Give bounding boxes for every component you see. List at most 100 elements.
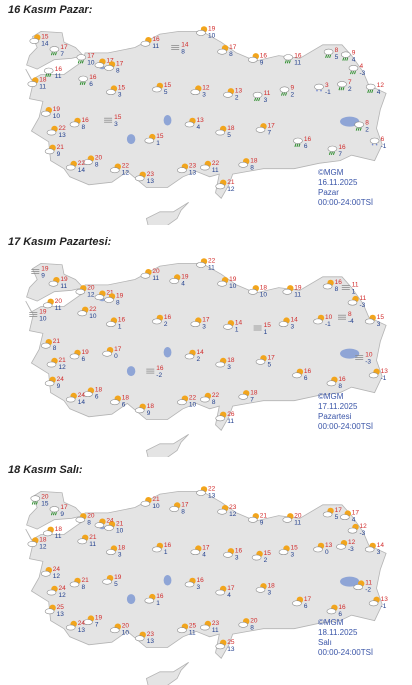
low-temp-label: 10 (260, 291, 268, 298)
low-temp-label: 7 (95, 622, 99, 629)
low-temp-label: 9 (57, 151, 61, 158)
high-temp-label: 15 (114, 114, 122, 121)
high-temp-label: 15 (118, 85, 126, 92)
sun-cloud-icon (44, 604, 56, 615)
station-marker: 143 (364, 542, 384, 556)
sun-cloud-icon (94, 290, 106, 301)
sun-cloud-icon (140, 497, 152, 507)
low-temp-label: 13 (208, 492, 216, 499)
high-temp-label: 16 (197, 577, 205, 584)
low-temp-label: 3 (197, 584, 201, 591)
sun-cloud-icon (134, 631, 146, 642)
station-marker: 249 (44, 376, 64, 390)
low-temp-label: 1 (156, 600, 160, 607)
lake (126, 594, 136, 605)
sun-cloud-icon (65, 160, 77, 171)
high-temp-label: 19 (208, 25, 216, 32)
station-marker: 167 (327, 144, 346, 158)
high-temp-label: 19 (95, 615, 103, 622)
low-temp-label: 5 (335, 514, 339, 521)
sun-cloud-icon (110, 395, 121, 406)
low-temp-label: 3 (202, 324, 206, 331)
low-temp-label: 13 (227, 646, 235, 653)
low-temp-label: 1 (352, 289, 356, 296)
rain-icon (348, 64, 359, 75)
high-temp-label: 26 (227, 411, 235, 418)
low-temp-label: 8 (181, 509, 185, 516)
station-marker: 153 (278, 545, 299, 559)
sun-cloud-icon (313, 542, 325, 553)
high-temp-label: 8 (365, 120, 369, 127)
high-temp-label: 20 (250, 617, 258, 624)
high-temp-label: 15 (164, 82, 172, 89)
station-marker: 173 (190, 317, 210, 331)
low-temp-label: 9 (60, 511, 64, 518)
high-temp-label: 18 (39, 77, 47, 84)
station-marker: 195 (102, 574, 122, 588)
sun-cloud-icon (44, 144, 56, 155)
svg-text:*: * (320, 89, 322, 95)
low-temp-label: 11 (227, 418, 234, 425)
high-temp-label: 21 (82, 577, 90, 584)
station-marker: 197 (83, 615, 103, 629)
low-temp-label: 6 (122, 402, 126, 409)
low-temp-label: 2 (348, 86, 352, 93)
sun-cloud-icon (200, 392, 212, 403)
rain-icon (78, 75, 88, 85)
high-temp-label: 21 (116, 520, 124, 527)
station-marker: 16-2 (146, 365, 164, 379)
sun-cloud-icon (339, 510, 351, 520)
high-temp-label: 18 (118, 545, 126, 552)
low-temp-label: 11 (152, 275, 159, 282)
map-credit: ©MGM 18.11.2025 Salı 00:00-24:00TSİ (318, 618, 373, 658)
station-marker: 85 (323, 47, 339, 61)
station-marker: 178 (104, 60, 124, 74)
sun-cloud-icon (152, 542, 164, 553)
sun-cloud-icon (196, 26, 208, 36)
station-marker: 183 (215, 357, 235, 371)
low-temp-label: 8 (181, 49, 185, 56)
high-temp-label: 9 (291, 85, 295, 92)
rain-icon (279, 86, 290, 96)
station-layer: 1514177171017101781611148191017816916118… (27, 25, 387, 193)
high-temp-label: 16 (338, 604, 346, 611)
low-temp-label: 8 (95, 162, 99, 169)
sun-cloud-icon (215, 585, 227, 596)
credit-day: Salı (318, 638, 332, 647)
high-temp-label: 13 (381, 596, 389, 603)
high-temp-label: 17 (181, 502, 189, 509)
low-temp-label: 2 (291, 92, 295, 99)
sun-cloud-icon (27, 537, 39, 547)
low-temp-label: 10 (53, 113, 61, 120)
station-marker: 155 (152, 82, 172, 96)
high-temp-label: 22 (59, 125, 67, 132)
station-marker: 218 (40, 338, 60, 352)
low-temp-label: 13 (147, 638, 155, 645)
lake (163, 114, 172, 126)
sun-cloud-icon (144, 593, 156, 604)
sun-cloud-icon (104, 521, 116, 531)
high-temp-label: 22 (122, 163, 130, 170)
low-temp-label: 5 (335, 54, 339, 61)
high-temp-label: 8 (335, 47, 339, 54)
sun-cloud-icon (152, 314, 164, 325)
high-temp-label: 16 (335, 279, 343, 286)
high-temp-label: 19 (181, 274, 189, 281)
sun-cloud-icon (217, 45, 229, 55)
station-marker: 8-4 (338, 311, 354, 325)
high-temp-label: 21 (152, 496, 160, 503)
high-temp-label: 16 (260, 52, 268, 59)
high-temp-label: 15 (291, 545, 299, 552)
sun-cloud-icon (140, 37, 152, 47)
